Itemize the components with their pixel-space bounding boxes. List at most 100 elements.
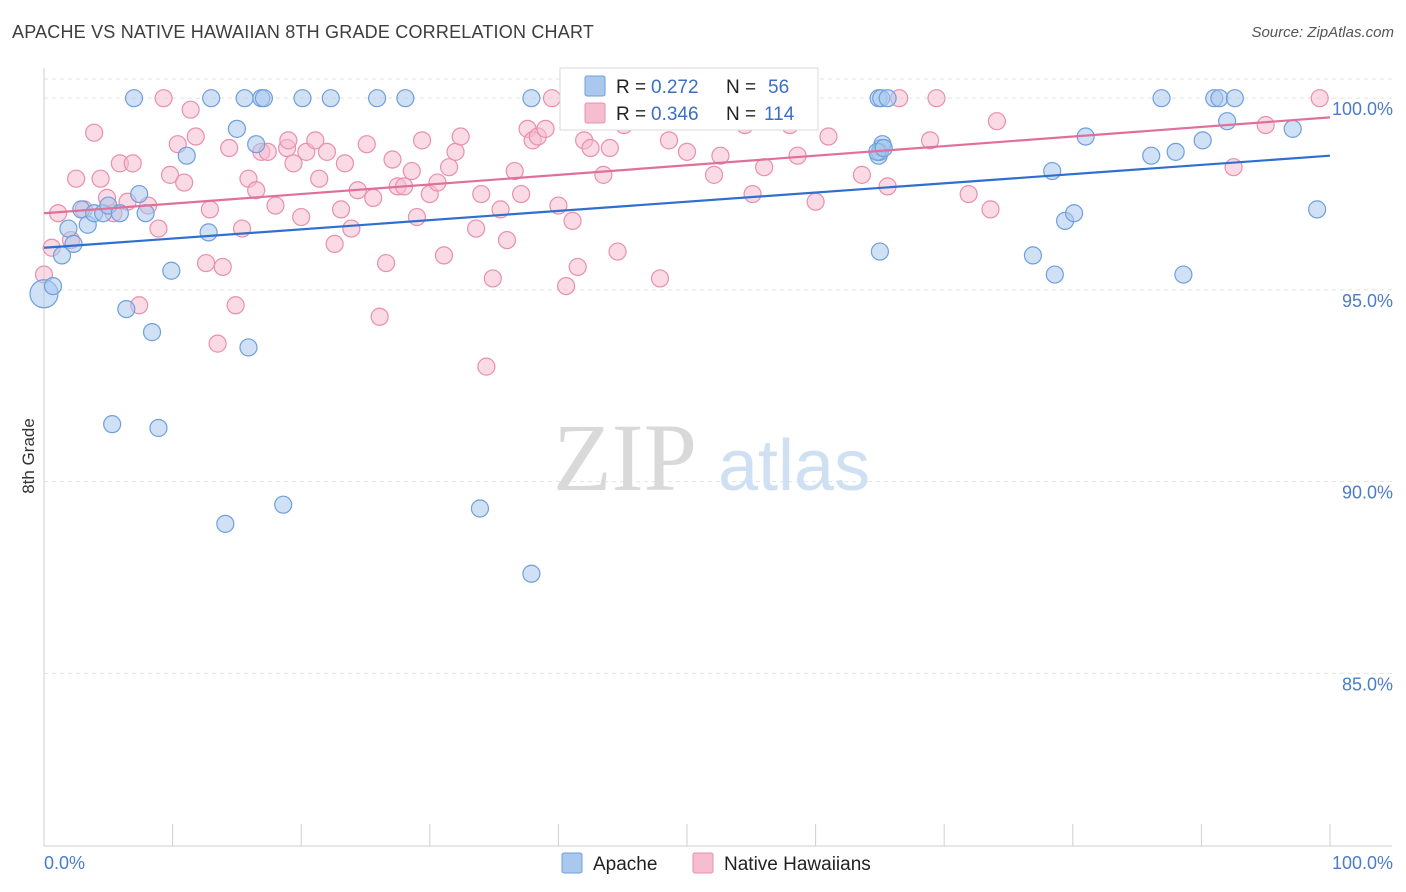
- apache-point: [254, 89, 274, 108]
- apache-point: [1283, 119, 1302, 138]
- hawaiian-point: [370, 307, 389, 326]
- hawaiian-point: [247, 181, 266, 200]
- apache-point: [1218, 112, 1237, 131]
- hawaiian-point: [852, 165, 871, 184]
- hawaiian-point: [85, 123, 104, 142]
- hawaiian-point: [317, 142, 337, 161]
- apache-point: [367, 89, 387, 108]
- hawaiian-point: [175, 173, 194, 192]
- apache-point: [874, 138, 893, 158]
- hawaiian-point: [357, 135, 376, 154]
- apache-point: [142, 323, 162, 342]
- apache-point: [227, 119, 246, 138]
- hawaiian-point: [160, 165, 180, 184]
- series-legend: Apache Native Hawaiians: [561, 852, 871, 875]
- hawaiian-n-label: N =: [726, 104, 756, 125]
- hawaiian-point: [491, 200, 510, 219]
- apache-n-value: 56: [768, 77, 789, 98]
- hawaiian-point: [407, 207, 427, 227]
- hawaiian-point: [600, 138, 619, 158]
- hawaiian-point: [483, 269, 502, 288]
- apache-point: [293, 89, 312, 108]
- hawaiian-point: [650, 269, 670, 288]
- hawaiian-point: [711, 146, 730, 165]
- hawaiian-point: [1310, 89, 1329, 108]
- apache-n-label: N =: [726, 77, 756, 98]
- hawaiian-point: [659, 131, 679, 150]
- hawaiian-point: [402, 161, 421, 181]
- apache-point: [274, 495, 293, 514]
- hawaiian-point: [376, 253, 396, 273]
- hawaiian-point: [819, 127, 838, 146]
- apache-point: [1023, 246, 1043, 265]
- hawaiian-r-label: R =: [616, 104, 646, 125]
- hawaiian-point: [755, 158, 774, 177]
- hawaiian-swatch: [584, 102, 606, 124]
- apache-point: [522, 564, 541, 583]
- apache-point: [1045, 265, 1064, 284]
- hawaiian-point: [196, 253, 216, 273]
- apache-trend-line: [43, 154, 1331, 249]
- hawaiian-point: [226, 296, 245, 315]
- axes: [43, 68, 1392, 847]
- apache-point: [103, 415, 122, 434]
- apache-point: [162, 261, 181, 280]
- hawaiian-point: [279, 131, 298, 150]
- y-tick-label: 85.0%: [1342, 674, 1393, 694]
- hawaiian-point: [412, 131, 432, 150]
- hawaiian-point: [497, 230, 517, 250]
- apache-point: [1193, 131, 1212, 150]
- apache-point: [235, 89, 254, 108]
- y-tick-label: 95.0%: [1342, 291, 1393, 311]
- y-tick-label: 100.0%: [1332, 99, 1393, 119]
- apache-point: [522, 89, 541, 108]
- y-axis-title: 8th Grade: [19, 418, 38, 494]
- hawaiian-point: [806, 192, 825, 211]
- hawaiian-point: [536, 119, 555, 138]
- hawaiian-point: [959, 184, 978, 204]
- hawaiian-point: [123, 154, 142, 173]
- hawaiian-point: [383, 150, 402, 169]
- hawaiian-point: [331, 200, 351, 219]
- hawaiian-point: [581, 138, 600, 158]
- legend-hawaiian-label: Native Hawaiians: [724, 854, 871, 875]
- hawaiian-trend-line: [43, 116, 1331, 215]
- hawaiian-point: [154, 89, 173, 108]
- hawaiian-point: [220, 138, 239, 158]
- x-tick-label: 0.0%: [44, 853, 85, 873]
- watermark: ZIP atlas: [553, 404, 870, 511]
- apache-point: [239, 338, 258, 357]
- hawaiian-point: [292, 207, 311, 227]
- apache-point: [1308, 200, 1327, 219]
- apache-point: [1225, 89, 1244, 108]
- apache-point: [199, 223, 218, 242]
- y-tick-label: 90.0%: [1342, 483, 1393, 503]
- apache-point: [1174, 265, 1193, 284]
- apache-point: [202, 89, 221, 108]
- watermark-atlas: atlas: [718, 426, 870, 506]
- hawaiian-point: [920, 131, 940, 150]
- apache-point: [1210, 89, 1229, 108]
- hawaiian-point: [512, 184, 531, 204]
- apache-point: [136, 204, 155, 223]
- hawaiian-point: [67, 169, 86, 188]
- hawaiian-point: [927, 89, 946, 108]
- hawaiian-point: [477, 357, 496, 376]
- apache-point: [321, 89, 340, 108]
- apache-point: [149, 418, 168, 438]
- hawaiian-point: [306, 131, 325, 150]
- apache-point: [247, 135, 266, 154]
- hawaiian-point: [987, 112, 1007, 131]
- apache-point: [878, 89, 897, 108]
- apache-point: [1166, 142, 1185, 161]
- hawaiian-point: [743, 184, 762, 204]
- apache-point: [64, 234, 83, 254]
- hawaiian-point: [1256, 115, 1275, 135]
- apache-point: [1142, 146, 1161, 165]
- hawaiian-point: [542, 89, 562, 108]
- apache-point: [59, 219, 78, 238]
- watermark-zip: ZIP: [553, 404, 697, 511]
- hawaiian-point: [466, 219, 486, 238]
- hawaiian-point: [677, 142, 697, 161]
